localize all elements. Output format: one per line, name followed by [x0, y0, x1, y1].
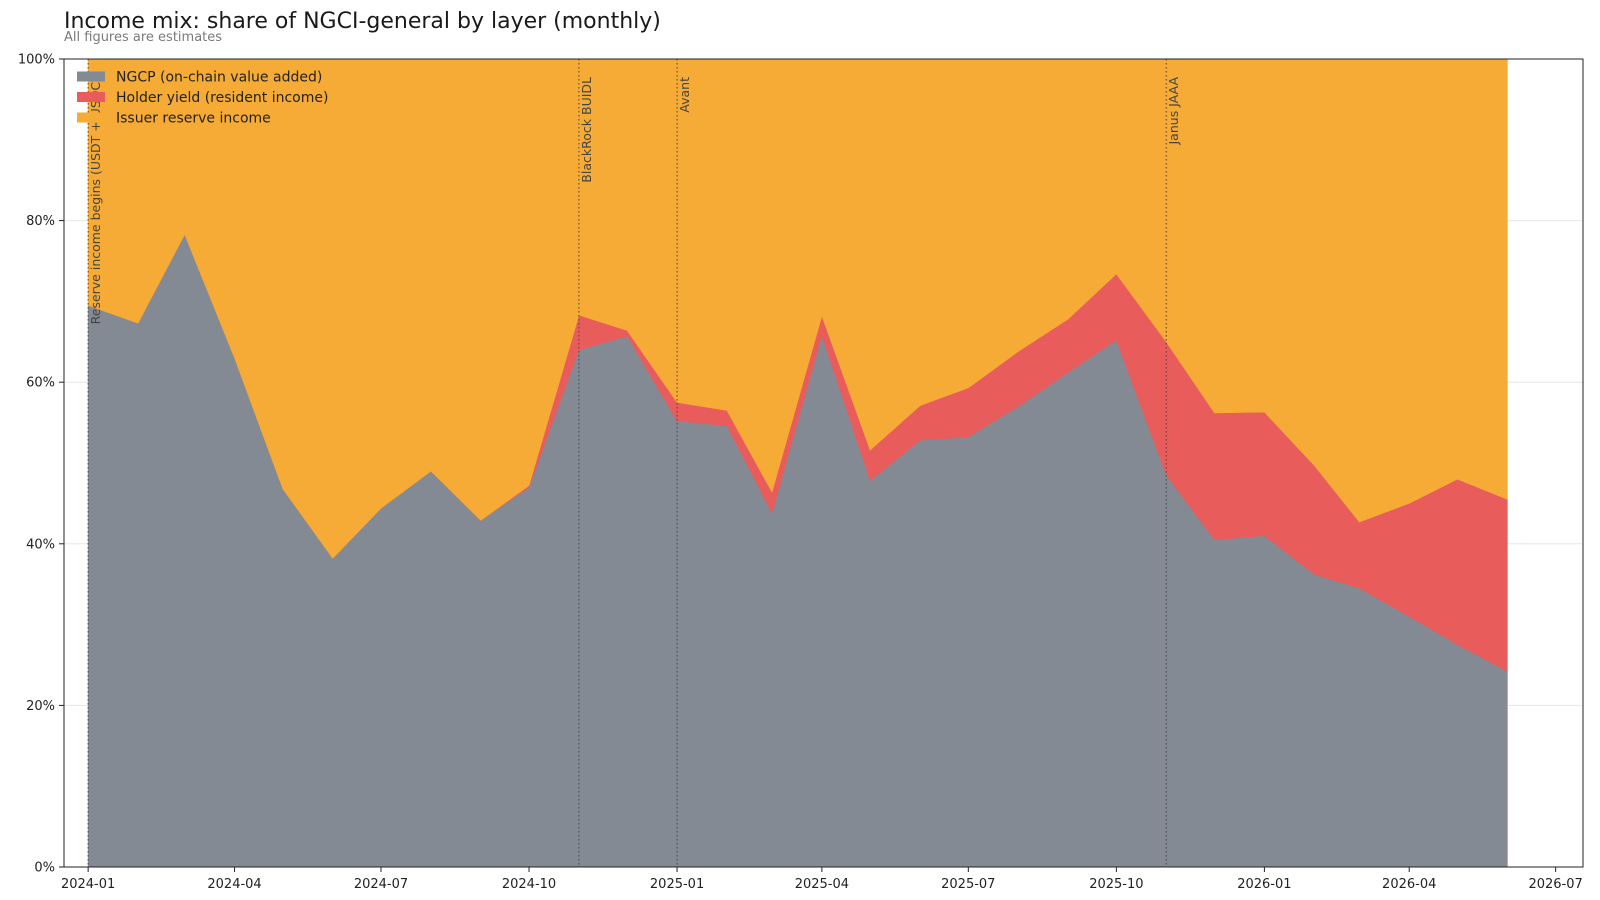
x-tick-label: 2025-10: [1089, 877, 1143, 892]
x-tick-label: 2026-01: [1237, 877, 1291, 892]
event-label: BlackRock BUIDL: [579, 77, 594, 183]
y-tick-label: 80%: [26, 214, 55, 229]
event-markers: Reserve income begins (USDT + USDC) Black…: [87, 59, 1181, 867]
event-label: Avant: [677, 77, 692, 113]
legend-swatch: [77, 71, 105, 82]
x-tick-label: 2025-01: [650, 877, 704, 892]
legend-label: NGCP (on-chain value added): [116, 70, 322, 86]
x-tick-label: 2024-01: [61, 877, 115, 892]
legend: NGCP (on-chain value added) Holder yield …: [77, 70, 328, 127]
event-label: Reserve income begins (USDT + USDC): [88, 77, 103, 324]
axes: 0% 20% 40% 60% 80% 100% 2024-01 2024-04 2024-07 2…: [18, 53, 1584, 892]
legend-swatch: [77, 112, 105, 123]
y-tick-label: 40%: [26, 537, 55, 552]
legend-label: Issuer reserve income: [116, 111, 271, 127]
y-tick-label: 0%: [34, 861, 55, 876]
x-tick-label: 2025-04: [795, 877, 849, 892]
event-label: Janus JAAA: [1166, 77, 1181, 146]
x-tick-label: 2024-07: [354, 877, 408, 892]
y-tick-label: 60%: [26, 376, 55, 391]
x-tick-label: 2026-04: [1382, 877, 1436, 892]
chart-title: Income mix: share of NGCI-general by lay…: [64, 9, 661, 34]
chart-subtitle: All figures are estimates: [64, 30, 223, 45]
x-tick-label: 2024-04: [207, 877, 261, 892]
y-tick-label: 100%: [18, 53, 55, 68]
x-tick-label: 2024-10: [502, 877, 556, 892]
legend-swatch: [77, 92, 105, 102]
area-series: [87, 58, 1508, 868]
x-tick-label: 2025-07: [941, 877, 995, 892]
y-tick-label: 20%: [26, 699, 55, 714]
x-tick-label: 2026-07: [1528, 877, 1582, 892]
plot-frame: [63, 58, 1584, 868]
legend-label: Holder yield (resident income): [116, 90, 328, 106]
